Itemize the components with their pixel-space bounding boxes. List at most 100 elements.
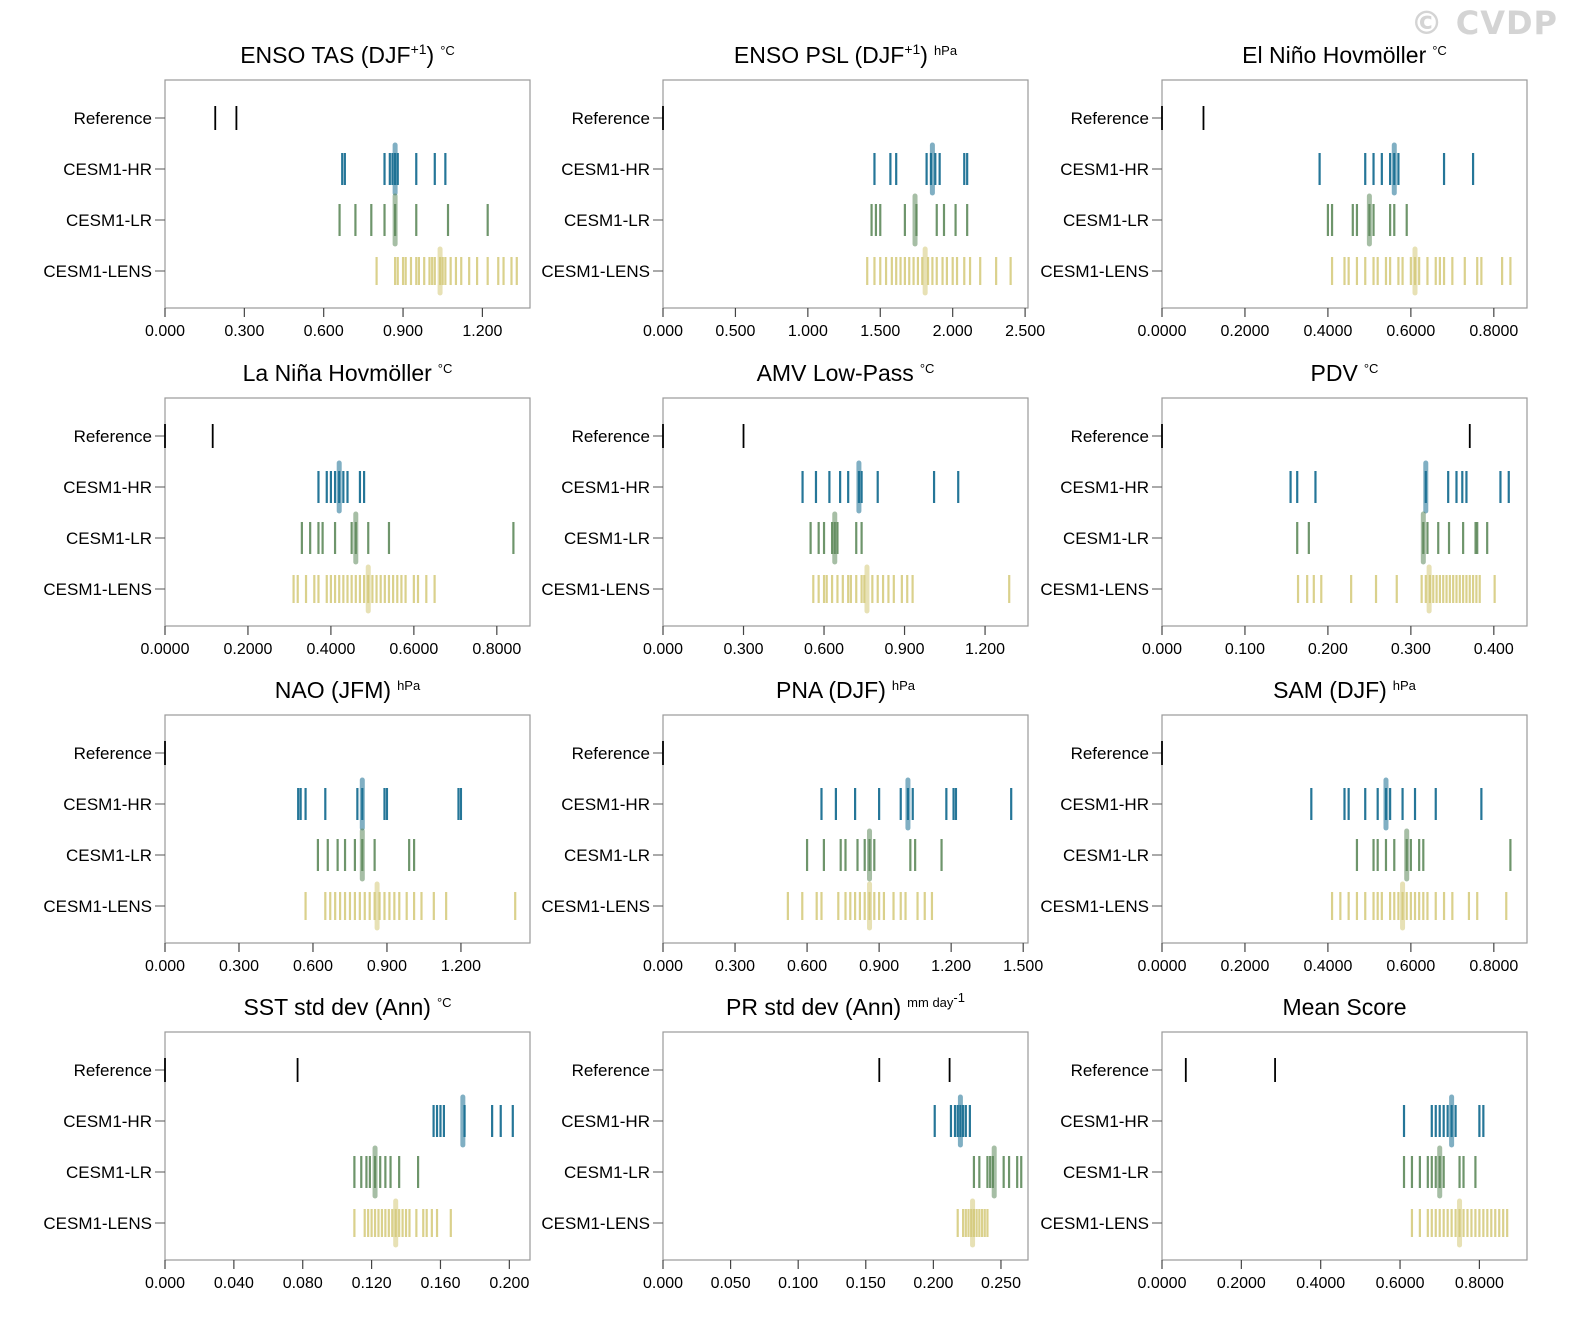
title-text: PNA (DJF) <box>776 677 886 703</box>
x-tick-label: 0.300 <box>224 323 264 340</box>
row-label: CESM1-LENS <box>1040 897 1149 916</box>
row-label: CESM1-LENS <box>1040 580 1149 599</box>
row-label: CESM1-HR <box>1060 160 1149 179</box>
row-label: CESM1-HR <box>1060 478 1149 497</box>
title-unit: hPa <box>1393 678 1417 693</box>
row-label: CESM1-LR <box>564 211 650 230</box>
panel-2: ENSO PSL (DJF+1) hPa Reference CESM1-HR CESM… <box>541 41 1045 340</box>
panel-title: SST std dev (Ann) °C <box>243 994 451 1020</box>
panel-1: ENSO TAS (DJF+1) °C Reference CESM1-HR CESM1… <box>43 41 531 340</box>
row-label: CESM1-HR <box>1060 795 1149 814</box>
x-tick-label: 0.000 <box>145 1275 185 1292</box>
plot-frame <box>164 397 531 627</box>
title-text: SAM (DJF) <box>1273 677 1387 703</box>
x-tick-label: 0.000 <box>643 958 683 975</box>
title-text: PDV <box>1311 360 1359 386</box>
title-unit: °C <box>437 995 452 1010</box>
x-tick-label: 1.200 <box>441 958 481 975</box>
title-text: SST std dev (Ann) <box>243 994 431 1020</box>
title-unit: °C <box>1364 361 1379 376</box>
x-tick-label: 0.600 <box>293 958 333 975</box>
row-label: CESM1-HR <box>561 795 650 814</box>
plot-frame <box>164 714 531 944</box>
panel-4: La Niña Hovmöller °C Reference CESM1-HR CESM… <box>43 360 531 658</box>
x-tick-label: 0.000 <box>145 958 185 975</box>
x-tick-label: 1.200 <box>462 323 502 340</box>
title-text: PR std dev (Ann) <box>726 994 901 1020</box>
x-tick-label: 0.300 <box>1391 641 1431 658</box>
row-label: CESM1-HR <box>63 160 152 179</box>
row-label: CESM1-LENS <box>1040 1214 1149 1233</box>
x-tick-label: 1.500 <box>1003 958 1043 975</box>
title-text: El Niño Hovmöller <box>1242 42 1426 68</box>
x-tick-label: 0.400 <box>1474 641 1514 658</box>
x-tick-label: 0.000 <box>145 323 185 340</box>
panel-6: PDV °C Reference CESM1-HR CESM1-LR CESM1-LENS… <box>1040 360 1528 658</box>
x-tick-label: 1.200 <box>965 641 1005 658</box>
row-label: CESM1-HR <box>63 795 152 814</box>
panel-title: ENSO TAS (DJF+1) °C <box>240 41 455 68</box>
x-tick-label: 0.000 <box>643 641 683 658</box>
x-tick-label: 0.900 <box>383 323 423 340</box>
plot-frame <box>1161 397 1528 627</box>
x-tick-label: 0.040 <box>214 1275 254 1292</box>
x-tick-label: 0.6000 <box>1386 323 1435 340</box>
x-tick-label: 0.8000 <box>1469 958 1518 975</box>
x-tick-label: 0.600 <box>787 958 827 975</box>
plot-frame <box>662 714 1029 944</box>
x-tick-label: 0.150 <box>846 1275 886 1292</box>
row-label: CESM1-LR <box>1063 1163 1149 1182</box>
row-label: Reference <box>74 427 152 446</box>
x-tick-label: 2.500 <box>1005 323 1045 340</box>
x-tick-label: 0.0000 <box>141 641 190 658</box>
panel-title: PDV °C <box>1311 360 1379 386</box>
x-tick-label: 1.200 <box>931 958 971 975</box>
title-text: AMV Low-Pass <box>757 360 914 386</box>
panel-title: PNA (DJF) hPa <box>776 677 916 703</box>
panel-title: NAO (JFM) hPa <box>275 677 421 703</box>
x-tick-label: 0.900 <box>367 958 407 975</box>
plot-frame <box>662 79 1029 309</box>
x-tick-label: 0.900 <box>885 641 925 658</box>
x-tick-label: 1.000 <box>788 323 828 340</box>
x-tick-label: 0.4000 <box>1296 1275 1345 1292</box>
x-tick-label: 0.300 <box>219 958 259 975</box>
x-tick-label: 0.250 <box>981 1275 1021 1292</box>
row-label: Reference <box>1071 427 1149 446</box>
row-label: Reference <box>1071 1061 1149 1080</box>
row-label: CESM1-LR <box>1063 529 1149 548</box>
x-tick-label: 0.0000 <box>1138 958 1187 975</box>
row-label: Reference <box>572 744 650 763</box>
row-label: CESM1-HR <box>561 478 650 497</box>
title-close: ) <box>920 42 928 68</box>
panel-title: SAM (DJF) hPa <box>1273 677 1417 703</box>
x-tick-label: 0.000 <box>643 323 683 340</box>
plot-frame <box>1161 714 1528 944</box>
title-text: La Niña Hovmöller <box>243 360 433 386</box>
title-unit: °C <box>1432 43 1447 58</box>
panel-3: El Niño Hovmöller °C Reference CESM1-HR CESM… <box>1040 42 1528 340</box>
panel-12: Mean Score Reference CESM1-HR CESM1-LR CESM1… <box>1040 994 1528 1292</box>
row-label: Reference <box>572 1061 650 1080</box>
x-tick-label: 0.200 <box>489 1275 529 1292</box>
row-label: CESM1-LENS <box>43 1214 152 1233</box>
row-label: CESM1-LR <box>66 846 152 865</box>
title-text: Mean Score <box>1282 994 1406 1020</box>
panel-7: NAO (JFM) hPa Reference CESM1-HR CESM1-LR CES… <box>43 677 531 975</box>
row-label: Reference <box>74 744 152 763</box>
row-label: CESM1-HR <box>561 160 650 179</box>
plot-frame <box>164 79 531 309</box>
x-tick-label: 1.500 <box>860 323 900 340</box>
unit-superscript: -1 <box>953 990 965 1005</box>
x-tick-label: 0.6000 <box>1386 958 1435 975</box>
x-tick-label: 0.6000 <box>1376 1275 1425 1292</box>
panel-9: SAM (DJF) hPa Reference CESM1-HR CESM1-LR CES… <box>1040 677 1528 975</box>
panel-5: AMV Low-Pass °C Reference CESM1-HR CESM1-LR C… <box>541 360 1029 658</box>
x-tick-label: 0.300 <box>723 641 763 658</box>
row-label: CESM1-LR <box>66 529 152 548</box>
row-label: CESM1-LENS <box>1040 262 1149 281</box>
plot-frame <box>1161 1031 1528 1261</box>
row-label: CESM1-LR <box>1063 846 1149 865</box>
plot-frame <box>662 397 1029 627</box>
